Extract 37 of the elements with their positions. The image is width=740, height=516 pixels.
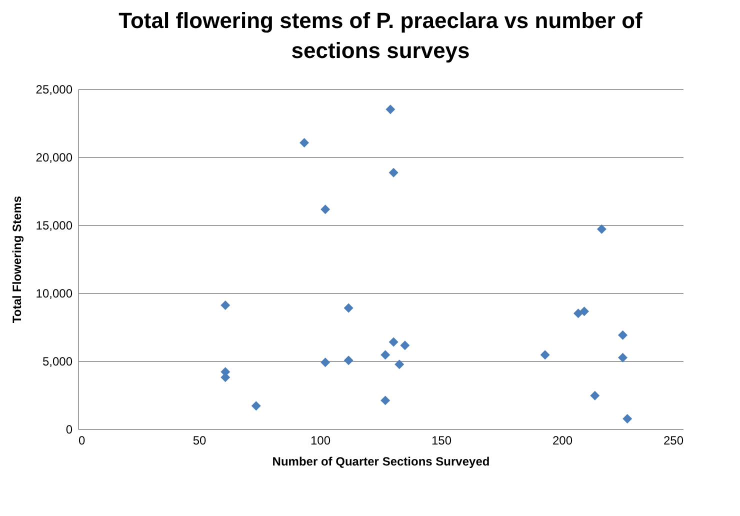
- y-tick-label: 20,000: [36, 150, 73, 164]
- point: [320, 358, 330, 368]
- chart-title: Total flowering stems of P. praeclara vs number of sections surveys: [118, 8, 643, 63]
- y-tick-label: 0: [66, 422, 73, 436]
- point: [320, 204, 330, 214]
- y-axis-title: Total Flowering Stems: [10, 196, 24, 324]
- point: [380, 350, 390, 360]
- point: [618, 352, 628, 362]
- y-tick-label: 15,000: [36, 218, 73, 232]
- point: [618, 330, 628, 340]
- point: [344, 356, 354, 366]
- point: [596, 224, 606, 234]
- point: [573, 308, 583, 318]
- point: [394, 360, 404, 370]
- point: [220, 300, 230, 310]
- x-tick-label: 150: [431, 434, 452, 448]
- y-tick-label: 5,000: [42, 354, 73, 368]
- point: [300, 138, 310, 148]
- y-tick-label: 10,000: [36, 286, 73, 300]
- x-tick-label: 250: [663, 434, 684, 448]
- x-axis-title: Number of Quarter Sections Surveyed: [272, 454, 490, 468]
- y-tick-label: 25,000: [36, 82, 73, 96]
- point: [540, 350, 550, 360]
- point: [386, 104, 396, 114]
- point: [590, 390, 600, 400]
- x-tick-label: 100: [310, 434, 331, 448]
- point: [400, 340, 410, 350]
- point: [380, 396, 390, 406]
- x-tick-label: 0: [78, 434, 86, 448]
- point: [251, 401, 261, 411]
- point: [388, 168, 398, 178]
- point: [344, 303, 354, 313]
- x-tick-label: 50: [192, 434, 206, 448]
- point: [388, 337, 398, 347]
- point: [580, 306, 590, 316]
- point: [622, 414, 632, 424]
- x-tick-label: 200: [552, 434, 573, 448]
